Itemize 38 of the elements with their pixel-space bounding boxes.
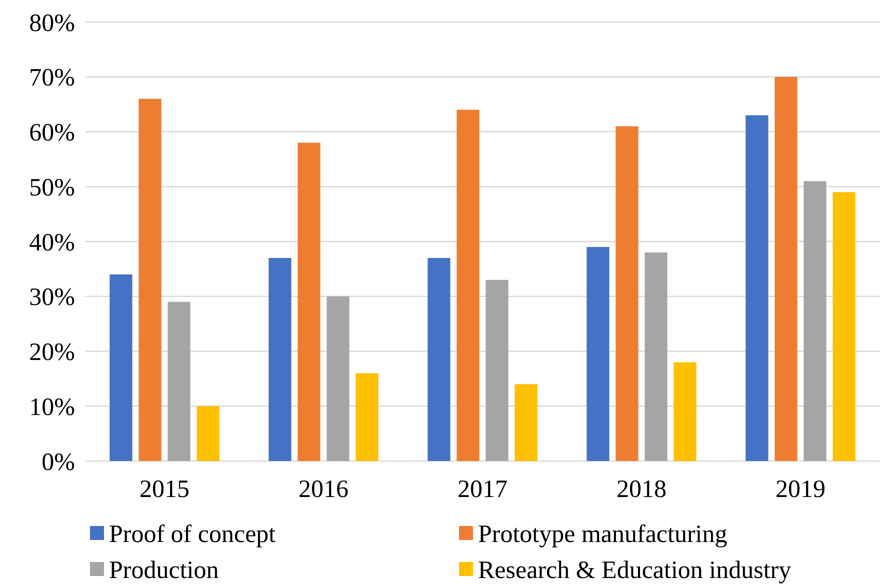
y-tick-label: 50%: [29, 174, 75, 202]
bar: [138, 98, 162, 461]
legend-label: Production: [109, 556, 220, 584]
y-tick-label: 10%: [29, 394, 75, 421]
bar: [428, 258, 450, 461]
bar: [486, 280, 508, 461]
bar: [110, 274, 132, 461]
legend-label: Prototype manufacturing: [478, 520, 728, 548]
bar: [774, 76, 798, 461]
bar: [586, 246, 610, 461]
bar: [674, 362, 696, 461]
y-tick-label: 60%: [29, 120, 75, 146]
x-tick-label: 2019: [776, 476, 826, 503]
bar: [456, 110, 480, 461]
bar: [356, 373, 378, 461]
x-tick-label: 2017: [458, 476, 508, 503]
bar: [326, 296, 350, 461]
bar: [514, 384, 538, 461]
bar: [746, 115, 768, 461]
legend-label: Research & Education industry: [478, 556, 792, 584]
y-tick-label: 70%: [29, 64, 75, 92]
bar: [804, 181, 826, 461]
x-tick-label: 2018: [616, 476, 666, 503]
bar: [268, 258, 292, 461]
bar: [298, 142, 320, 461]
bar: [616, 126, 638, 461]
bar: [168, 302, 190, 461]
y-tick-label: 40%: [29, 229, 75, 256]
bar: [644, 252, 668, 461]
bar: [196, 406, 220, 461]
bar: [832, 192, 856, 461]
x-tick-label: 2015: [140, 476, 190, 503]
y-tick-label: 0%: [42, 448, 75, 476]
y-tick-label: 30%: [29, 284, 75, 312]
x-tick-label: 2016: [298, 476, 348, 503]
y-tick-label: 80%: [29, 10, 75, 37]
y-tick-label: 20%: [29, 339, 75, 366]
legend-label: Proof of concept: [109, 520, 276, 548]
